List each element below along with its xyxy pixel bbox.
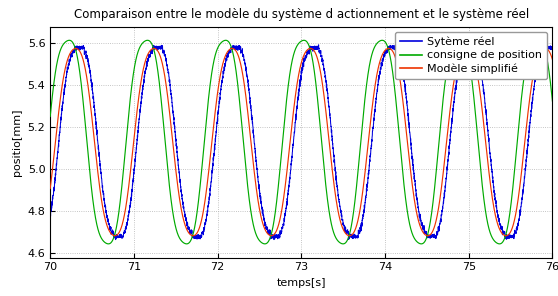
Legend: Sytème réel, consigne de position, Modèle simplifié: Sytème réel, consigne de position, Modèl…: [395, 32, 547, 79]
Modèle simplifié: [112, 234, 118, 237]
consigne de position: [286, 78, 292, 82]
Sytème réel: [262, 221, 269, 225]
consigne de position: [262, 242, 268, 246]
consigne de position: [534, 39, 541, 42]
Sytème réel: [412, 184, 418, 187]
Sytème réel: [286, 184, 292, 188]
Modèle simplifié: [549, 58, 556, 61]
Sytème réel: [534, 67, 541, 70]
Sytème réel: [509, 235, 516, 239]
Y-axis label: positio[mm]: positio[mm]: [12, 108, 22, 176]
Line: consigne de position: consigne de position: [50, 40, 552, 244]
Modèle simplifié: [464, 47, 470, 50]
Modèle simplifié: [262, 229, 269, 232]
Modèle simplifié: [286, 151, 292, 155]
Sytème réel: [112, 238, 119, 242]
Modèle simplifié: [47, 187, 54, 190]
consigne de position: [549, 99, 556, 103]
Sytème réel: [549, 45, 556, 49]
consigne de position: [412, 238, 418, 241]
Line: Modèle simplifié: Modèle simplifié: [50, 49, 552, 236]
consigne de position: [258, 241, 264, 244]
consigne de position: [509, 193, 516, 196]
Modèle simplifié: [258, 216, 264, 220]
Sytème réel: [315, 43, 322, 47]
Modèle simplifié: [412, 203, 418, 207]
Sytème réel: [47, 214, 54, 218]
consigne de position: [262, 242, 269, 246]
Modèle simplifié: [534, 57, 541, 60]
consigne de position: [535, 38, 542, 42]
X-axis label: temps[s]: temps[s]: [277, 278, 326, 288]
Sytème réel: [258, 202, 264, 205]
Line: Sytème réel: Sytème réel: [50, 45, 552, 240]
consigne de position: [47, 115, 54, 118]
Title: Comparaison entre le modèle du système d actionnement et le système réel: Comparaison entre le modèle du système d…: [74, 8, 529, 21]
Modèle simplifié: [509, 226, 516, 230]
